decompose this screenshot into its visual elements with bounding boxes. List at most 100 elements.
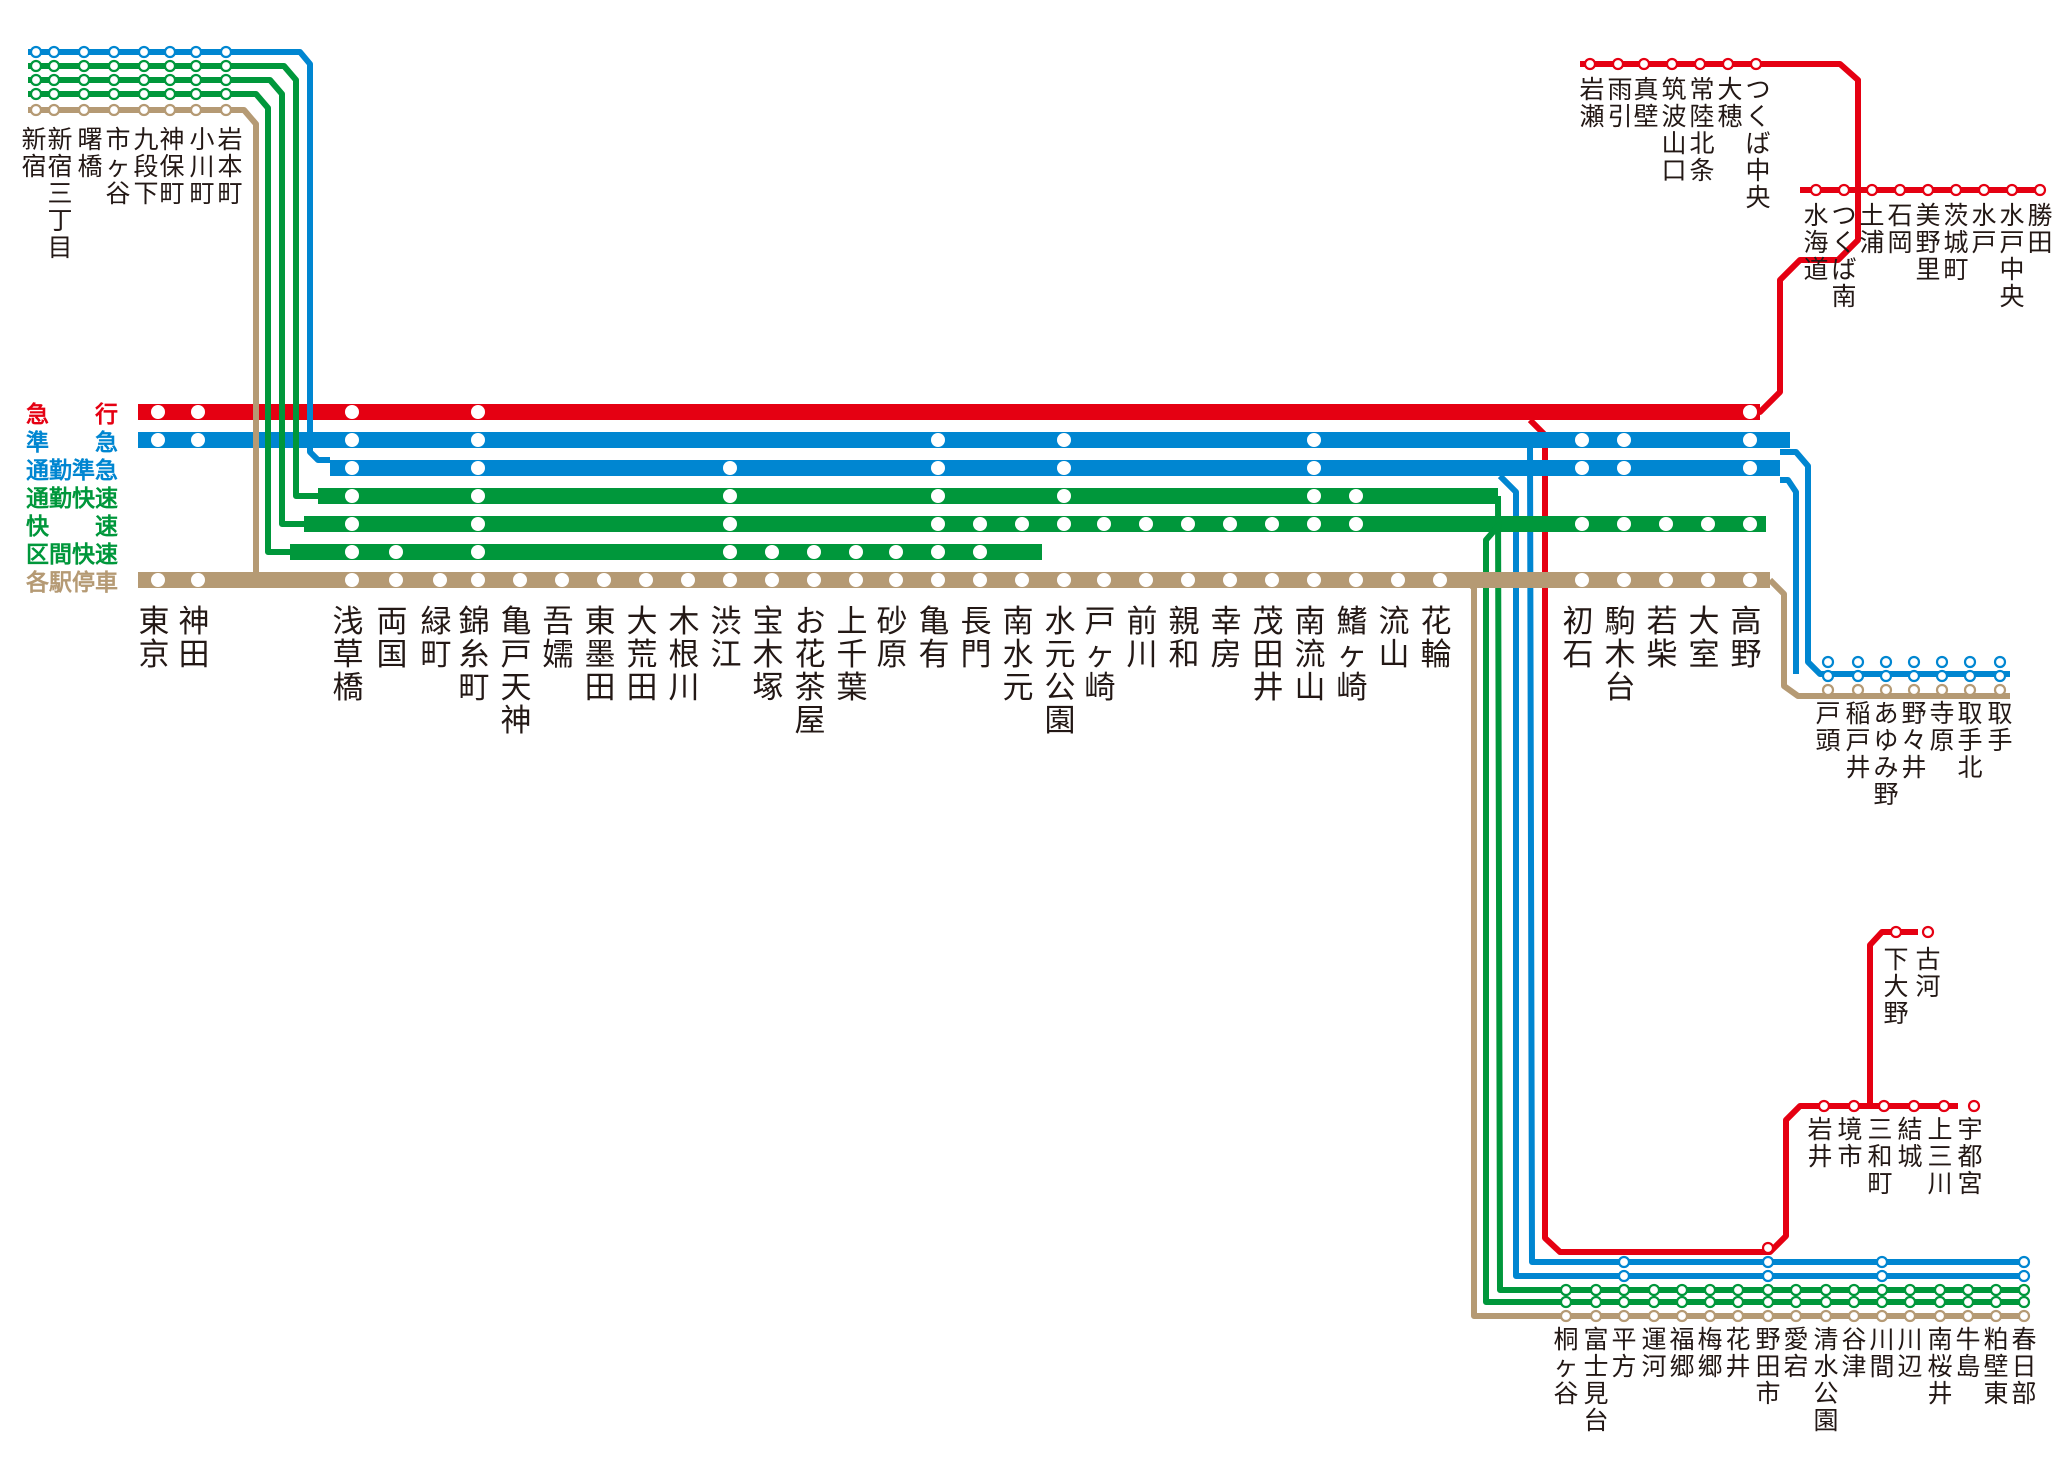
south-station-marker (1875, 1309, 1889, 1323)
south-station-marker (1789, 1295, 1803, 1309)
south-station-marker (1819, 1295, 1833, 1309)
west-station-marker (107, 103, 121, 117)
express-lower-branch-line (1527, 417, 1958, 1255)
mito-station-label: 水海道 (1803, 201, 1828, 284)
station-stop-csemi (723, 461, 737, 475)
station-stop-srap (471, 545, 485, 559)
station-stop-rap (1181, 517, 1195, 531)
station-stop-crap (723, 489, 737, 503)
west-station-marker (47, 73, 61, 87)
mito-station-marker (1837, 183, 1851, 197)
south-station-label: 花井 (1725, 1325, 1750, 1381)
toride-station-marker (1821, 683, 1835, 697)
station-stop-crap (471, 489, 485, 503)
south-station-marker (1647, 1309, 1661, 1323)
south-station-marker (2017, 1269, 2031, 1283)
south-station-marker (1617, 1295, 1631, 1309)
station-stop-exp (191, 405, 205, 419)
station-stop-loc (471, 573, 485, 587)
west-station-marker (137, 45, 151, 59)
local-lower-line (1463, 577, 2020, 1319)
west-station-marker (107, 45, 121, 59)
west-station-marker (77, 59, 91, 73)
south-station-marker (1675, 1283, 1689, 1297)
south-station-label: 野田市 (1755, 1325, 1780, 1408)
main-station-label: 大室 (1689, 604, 1720, 673)
station-stop-rap (1139, 517, 1153, 531)
south-station-marker (1703, 1283, 1717, 1297)
station-stop-csemi (471, 461, 485, 475)
south-station-label: 牛島 (1955, 1325, 1980, 1381)
station-stop-exp (151, 405, 165, 419)
station-stop-rap (1743, 517, 1757, 531)
south-station-label: 平方 (1611, 1325, 1636, 1381)
koga-station-marker (1921, 925, 1935, 939)
west-station-marker (47, 103, 61, 117)
station-stop-rap (931, 517, 945, 531)
south-station-marker (1617, 1283, 1631, 1297)
west-station-marker (219, 45, 233, 59)
west-station-marker (137, 87, 151, 101)
toride-station-label: 寺原 (1929, 699, 1954, 755)
utsunomiya-station-marker (1817, 1099, 1831, 1113)
koga-station-label: 古河 (1915, 945, 1940, 1001)
south-station-marker (1989, 1309, 2003, 1323)
main-station-label: 親和 (1169, 604, 1200, 673)
station-stop-rap (471, 517, 485, 531)
station-stop-loc (389, 573, 403, 587)
south-station-marker (1989, 1283, 2003, 1297)
south-station-label: 梅郷 (1697, 1325, 1722, 1381)
west-station-marker (107, 87, 121, 101)
main-station-label: 駒木台 (1605, 604, 1636, 706)
south-station-marker (1933, 1295, 1947, 1309)
mito-station-marker (1809, 183, 1823, 197)
station-stop-semi (931, 433, 945, 447)
south-station-marker (1961, 1295, 1975, 1309)
toride-station-marker (1935, 669, 1949, 683)
rapid-lower-line (1483, 522, 2020, 1305)
station-stop-srap (345, 545, 359, 559)
south-station-marker (1675, 1309, 1689, 1323)
tsukuba-station-label: 岩瀬 (1579, 75, 1604, 131)
main-station-label: 南流山 (1295, 604, 1326, 706)
south-station-marker (1961, 1309, 1975, 1323)
commuter-semi-express-toride-line (1780, 477, 1799, 674)
station-stop-srap (849, 545, 863, 559)
west-station-marker (107, 73, 121, 87)
utsunomiya-station-label: 三和町 (1867, 1115, 1892, 1198)
station-stop-loc (1139, 573, 1153, 587)
main-station-label: 花輪 (1421, 604, 1452, 673)
station-stop-csemi (345, 461, 359, 475)
mito-station-marker (1977, 183, 1991, 197)
station-stop-loc (639, 573, 653, 587)
south-station-marker (1559, 1309, 1573, 1323)
south-station-marker (1789, 1309, 1803, 1323)
local-trunk-line (138, 572, 1770, 588)
south-station-marker (1559, 1295, 1573, 1309)
south-station-marker (1989, 1295, 2003, 1309)
toride-station-marker (1907, 683, 1921, 697)
mito-station-label: 美野里 (1915, 201, 1940, 284)
tsukuba-station-marker (1721, 57, 1735, 71)
station-stop-loc (765, 573, 779, 587)
south-station-label: 南桜井 (1927, 1325, 1952, 1408)
station-stop-csemi (931, 461, 945, 475)
south-station-marker (1731, 1283, 1745, 1297)
station-stop-csemi (1057, 461, 1071, 475)
south-station-marker (1703, 1295, 1717, 1309)
west-station-label: 新宿 (21, 125, 46, 181)
west-station-marker (77, 87, 91, 101)
main-station-label: 長門 (961, 604, 992, 673)
west-station-marker (189, 87, 203, 101)
main-station-label: 戸ヶ崎 (1085, 604, 1116, 706)
south-station-marker (1847, 1309, 1861, 1323)
toride-station-marker (1935, 683, 1949, 697)
mito-station-label: 水戸中央 (1999, 201, 2024, 311)
station-stop-loc (1349, 573, 1363, 587)
south-station-marker (1589, 1295, 1603, 1309)
toride-station-marker (1935, 655, 1949, 669)
south-station-marker (1847, 1295, 1861, 1309)
south-station-label: 粕壁東 (1983, 1325, 2008, 1408)
